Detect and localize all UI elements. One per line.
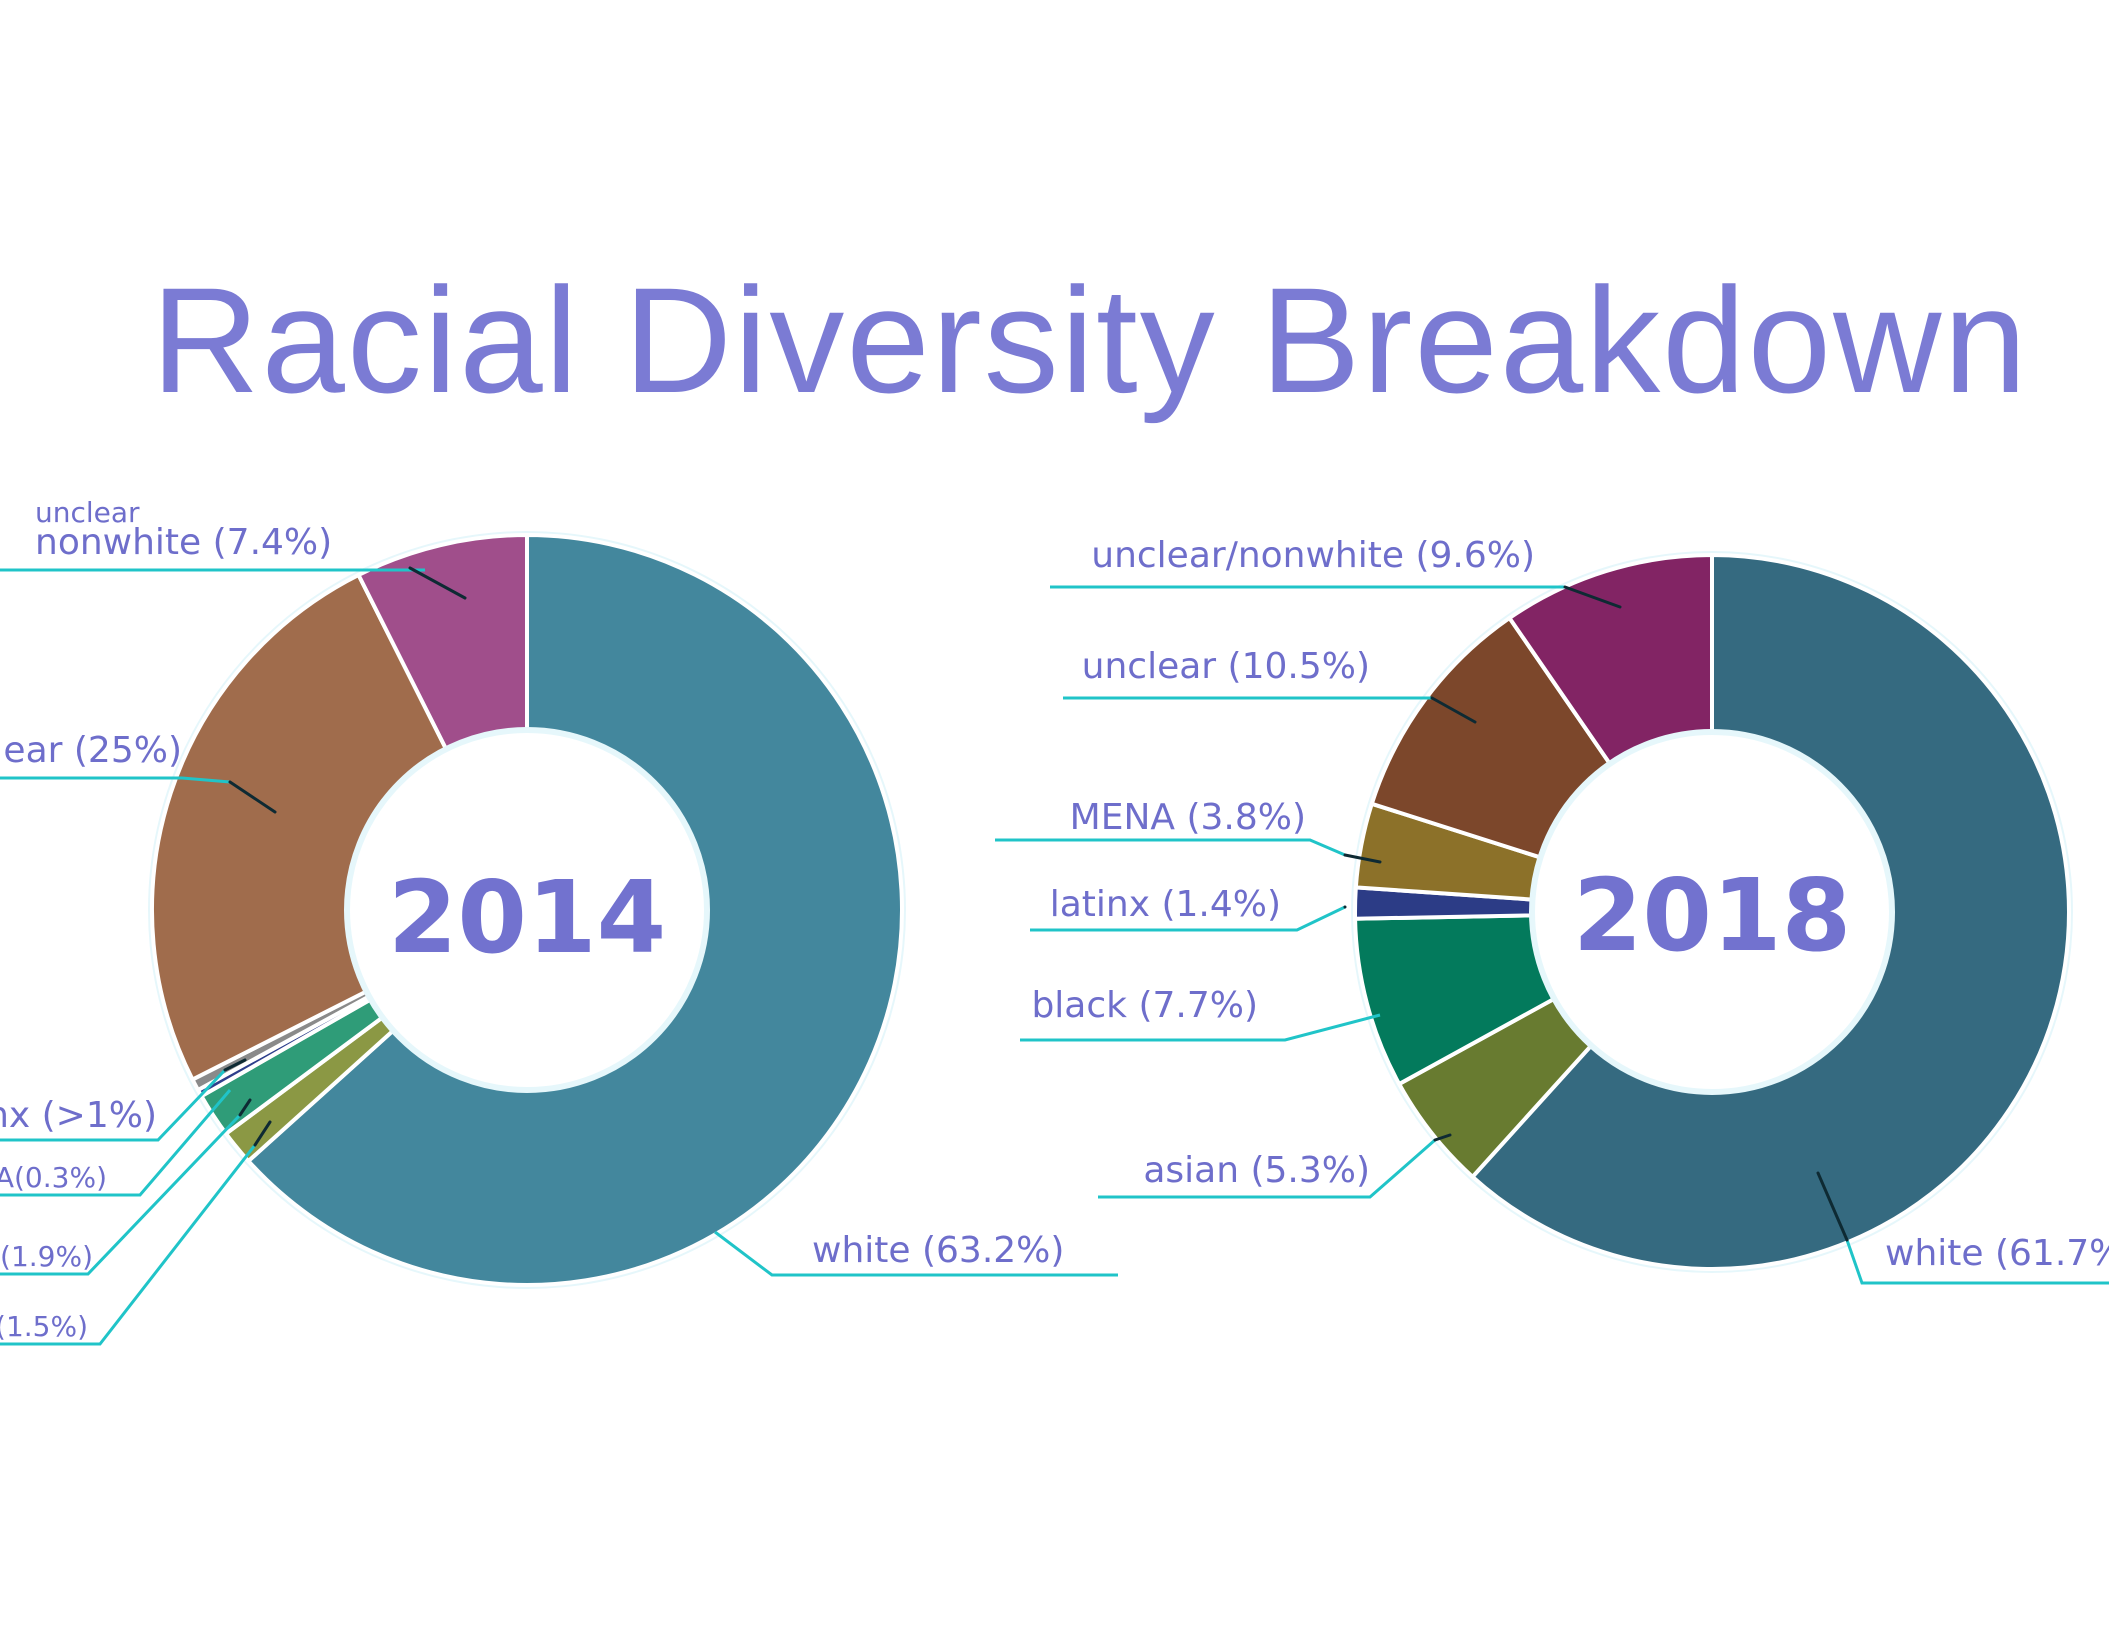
leader-tick-black xyxy=(238,1098,252,1117)
leader-line-black xyxy=(1020,1013,1381,1042)
slice-label-unclear-nonwhite: nonwhite (7.4%) xyxy=(35,522,332,563)
slice-label-mena: MENA (3.8%) xyxy=(1070,797,1306,838)
leader-tick-unclear-nonwhite xyxy=(1563,585,1622,609)
donut-2014 xyxy=(148,531,906,1289)
leader-line-asian xyxy=(0,1144,257,1346)
slice-label-unclear: clear (25%) xyxy=(0,730,182,771)
donut-hole xyxy=(1529,729,1895,1095)
leader-line-latinx xyxy=(0,1068,227,1142)
leader-tick-white xyxy=(1816,1171,1849,1242)
slice-label-asian: asian (5.3%) xyxy=(1143,1150,1370,1191)
donut-hole xyxy=(344,727,710,1093)
annotations-2018: white (61.7%) asian (5.3%) black (7.7%) lat… xyxy=(995,535,2109,1285)
slice-label-black: (1.9%) xyxy=(0,1240,93,1273)
slice-label-latinx: latinx (1.4%) xyxy=(1050,884,1281,925)
leader-tick-unclear-nonwhite xyxy=(408,566,467,600)
slice-label-latinx: tinx (>1%) xyxy=(0,1095,157,1136)
slice-label-asian: (1.5%) xyxy=(0,1310,88,1343)
slice-label-black: black (7.7%) xyxy=(1031,985,1258,1026)
leader-tick-latinx xyxy=(223,1058,247,1072)
leader-tick-asian xyxy=(1433,1133,1452,1142)
leader-tick-unclear xyxy=(228,780,277,814)
leader-line-mena xyxy=(995,838,1346,857)
leader-line-mena xyxy=(0,1089,232,1197)
leader-line-unclear xyxy=(0,776,231,784)
center-label-2018: 2018 xyxy=(1573,857,1851,974)
annotations-2014: white (63.2%) (1.5%) (1.9%) NA(0.3%) tinx (>… xyxy=(0,496,1118,1346)
slice-label-unclear-nonwhite: unclear/nonwhite (9.6%) xyxy=(1091,535,1535,576)
center-label-2014: 2014 xyxy=(388,859,666,976)
leader-line-white xyxy=(1845,1239,2109,1285)
slice-label-unclear: unclear (10.5%) xyxy=(1082,646,1370,687)
chart-title: Racial Diversity Breakdown xyxy=(151,256,2029,424)
leader-line-black xyxy=(0,1113,242,1276)
slice-label-mena: NA(0.3%) xyxy=(0,1161,107,1194)
leader-tick-unclear xyxy=(1430,696,1477,724)
leader-line-asian xyxy=(1098,1138,1436,1199)
donut-2018 xyxy=(1351,551,2073,1273)
leader-tick-mena xyxy=(1343,853,1382,864)
leader-tick-asian xyxy=(253,1120,272,1147)
slice-label-unclear-nonwhite: unclear xyxy=(35,496,140,529)
slice-label-white: white (63.2%) xyxy=(812,1230,1064,1271)
leader-line-latinx xyxy=(1030,905,1346,932)
slice-label-white: white (61.7%) xyxy=(1885,1233,2109,1274)
leader-line-white xyxy=(714,1230,1118,1277)
